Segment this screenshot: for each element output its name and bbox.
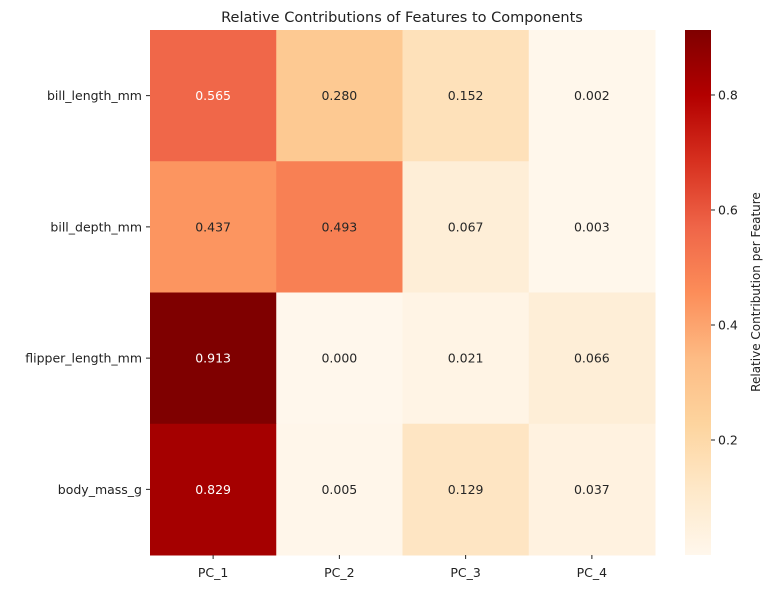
colorbar-ticks: 0.2 0.4 0.6 0.8 (711, 87, 738, 447)
cell-value-label: 0.002 (574, 88, 610, 103)
cell-value-label: 0.280 (321, 88, 357, 103)
x-axis: PC_1 PC_2 PC_3 PC_4 (198, 555, 607, 580)
heatmap-cell (276, 161, 403, 293)
x-tick-label: PC_2 (324, 565, 354, 580)
heatmap-cell (402, 161, 530, 293)
heatmap-cell (150, 423, 277, 556)
x-tick-label: PC_4 (577, 565, 608, 580)
x-tick-label: PC_3 (450, 565, 480, 580)
y-tick-label: bill_depth_mm (50, 219, 142, 234)
heatmap-cell (528, 292, 656, 425)
colorbar-label: Relative Contribution per Feature (749, 192, 763, 392)
colorbar (685, 30, 711, 555)
heatmap-cell (402, 292, 530, 425)
colorbar-tick-label: 0.8 (718, 87, 738, 102)
cell-value-label: 0.493 (321, 219, 357, 234)
cell-value-label: 0.437 (195, 219, 231, 234)
cell-value-label: 0.066 (574, 351, 610, 366)
heatmap-cell (402, 30, 530, 162)
cell-value-label: 0.037 (574, 482, 610, 497)
y-axis: bill_length_mm bill_depth_mm flipper_lengt… (25, 88, 150, 497)
chart-title: Relative Contributions of Features to Co… (221, 10, 583, 26)
heatmap-cell (276, 292, 403, 425)
colorbar-tick-label: 0.6 (718, 202, 738, 217)
heatmap-cell (528, 423, 656, 556)
y-tick-label: body_mass_g (58, 482, 142, 497)
cell-value-label: 0.913 (195, 351, 231, 366)
x-tick-label: PC_1 (198, 565, 228, 580)
heatmap-cell (528, 30, 656, 162)
colorbar-tick-label: 0.2 (718, 432, 738, 447)
heatmap-cells: 0.565 0.280 0.152 0.002 0.437 0.493 0.067 0.003… (150, 30, 656, 556)
colorbar-tick-label: 0.4 (718, 317, 738, 332)
y-tick-label: bill_length_mm (47, 88, 142, 103)
cell-value-label: 0.152 (448, 88, 484, 103)
y-tick-label: flipper_length_mm (25, 351, 142, 366)
heatmap-cell (150, 161, 277, 293)
heatmap-cell (276, 423, 403, 556)
cell-value-label: 0.003 (574, 219, 610, 234)
cell-value-label: 0.067 (448, 219, 484, 234)
heatmap-cell (150, 292, 277, 425)
heatmap-cell (150, 30, 277, 162)
cell-value-label: 0.021 (448, 351, 484, 366)
heatmap-cell (528, 161, 656, 293)
heatmap-cell (402, 423, 530, 556)
cell-value-label: 0.005 (321, 482, 357, 497)
cell-value-label: 0.000 (321, 351, 357, 366)
cell-value-label: 0.829 (195, 482, 231, 497)
cell-value-label: 0.565 (195, 88, 231, 103)
heatmap-cell (276, 30, 403, 162)
cell-value-label: 0.129 (448, 482, 484, 497)
